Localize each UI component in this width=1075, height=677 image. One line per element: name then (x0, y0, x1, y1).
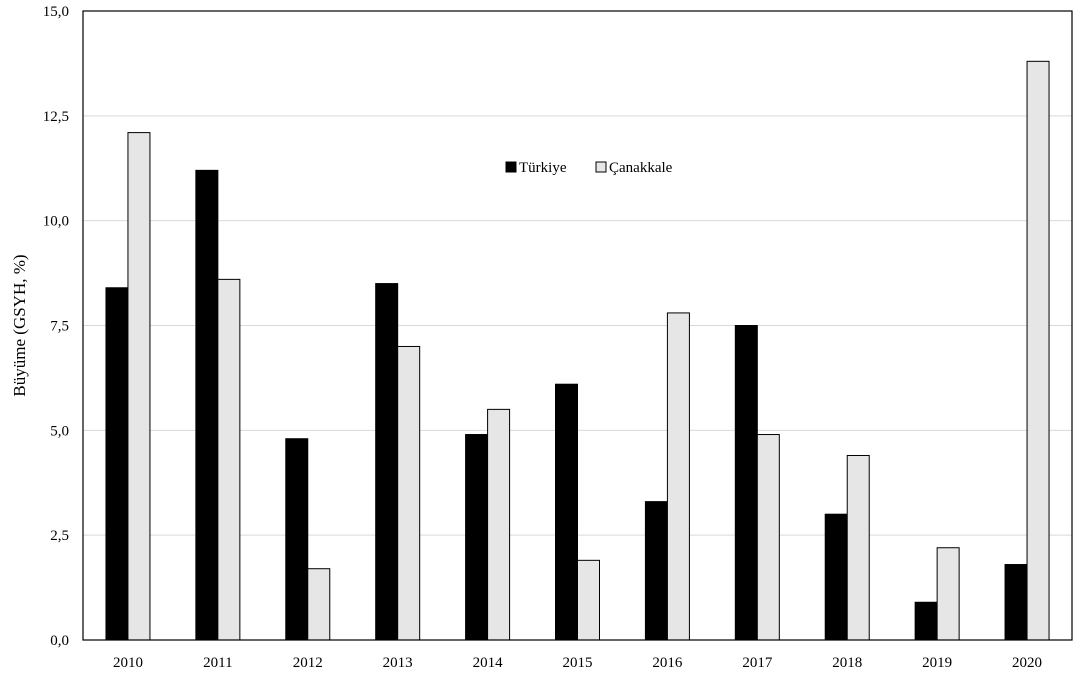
bar-turkiye-2011 (195, 169, 219, 641)
bar-turkiye-2018 (824, 513, 848, 641)
x-tick-label: 2016 (652, 655, 683, 671)
bar-turkiye-2016 (644, 501, 668, 641)
bar-canakkale-2019 (936, 547, 960, 641)
bar-turkiye-2012 (285, 438, 309, 641)
bar-canakkale-2017 (756, 434, 780, 641)
bar-turkiye-2014 (465, 434, 489, 641)
legend-swatch-canakkale (595, 161, 607, 173)
y-tick-label: 2,5 (50, 528, 69, 544)
x-tick-label: 2017 (742, 655, 773, 671)
x-tick-label: 2014 (473, 655, 504, 671)
y-axis-title: Büyüme (GSYH, %) (10, 254, 29, 396)
bar-canakkale-2011 (217, 278, 241, 641)
y-tick-label: 0,0 (50, 633, 69, 649)
bar-canakkale-2012 (307, 568, 331, 641)
legend-label-canakkale: Çanakkale (609, 160, 673, 176)
legend-label-turkiye: Türkiye (519, 160, 567, 176)
plot-frame (82, 10, 1073, 641)
y-tick-label: 5,0 (50, 423, 69, 439)
legend-swatch-turkiye (505, 161, 517, 173)
axes (82, 10, 1073, 641)
y-tick-label: 15,0 (43, 4, 69, 20)
y-tick-label: 7,5 (50, 319, 69, 335)
bar-canakkale-2010 (127, 132, 151, 641)
x-tick-label: 2019 (922, 655, 952, 671)
x-tick-label: 2013 (383, 655, 413, 671)
bar-canakkale-2016 (666, 312, 690, 641)
x-tick-label: 2011 (203, 655, 232, 671)
bar-turkiye-2015 (555, 383, 578, 641)
gridlines (83, 115, 1072, 536)
bar-turkiye-2020 (1004, 564, 1028, 641)
bar-turkiye-2019 (914, 601, 938, 641)
bar-canakkale-2014 (487, 408, 511, 641)
y-tick-labels: 0,0 2,5 5,0 7,5 10,0 12,5 15,0 (43, 4, 69, 649)
x-tick-label: 2020 (1012, 655, 1042, 671)
x-tick-label: 2010 (113, 655, 143, 671)
y-tick-label: 10,0 (43, 214, 69, 230)
bar-turkiye-2013 (375, 283, 399, 641)
x-tick-label: 2018 (832, 655, 862, 671)
bar-turkiye-2017 (734, 325, 758, 641)
x-tick-label: 2015 (563, 655, 593, 671)
bar-canakkale-2013 (397, 345, 421, 641)
x-tick-labels: 2010 2011 2012 2013 2014 2015 2016 2017 2018 2019… (113, 655, 1042, 671)
bar-canakkale-2018 (846, 454, 870, 641)
bar-turkiye-2010 (105, 287, 129, 641)
bars (105, 60, 1050, 641)
x-tick-label: 2012 (293, 655, 323, 671)
legend: Türkiye Çanakkale (505, 160, 673, 176)
y-tick-label: 12,5 (43, 109, 69, 125)
bar-canakkale-2015 (577, 559, 600, 641)
bar-canakkale-2020 (1026, 60, 1050, 641)
